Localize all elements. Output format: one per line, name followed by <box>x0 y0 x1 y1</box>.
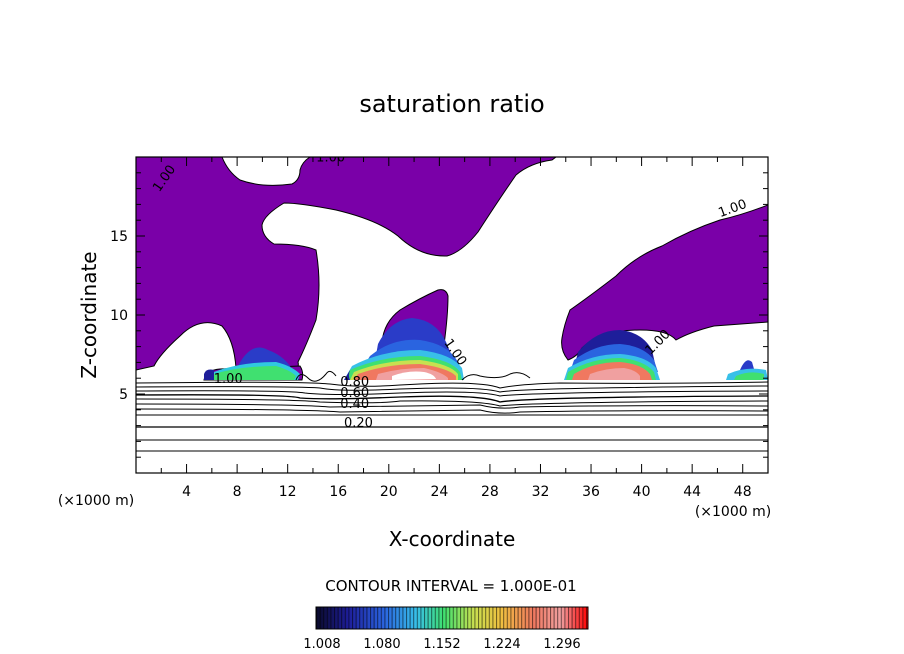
colorbar-stripes <box>316 607 588 629</box>
x-tick-label: 4 <box>182 484 191 500</box>
colorbar: 1.008 1.080 1.152 1.224 1.296 <box>303 606 589 652</box>
chart-title: saturation ratio <box>359 90 544 118</box>
contour-label: 1.00 <box>214 372 243 387</box>
x-tick-label: 12 <box>279 484 297 500</box>
contour-label: 0.60 <box>340 386 369 401</box>
x-tick-label: 28 <box>481 484 499 500</box>
colorbar-ticks: 1.008 1.080 1.152 1.224 1.296 <box>303 637 580 652</box>
colorbar-tick-label: 1.152 <box>423 637 460 652</box>
colorbar-tick-label: 1.008 <box>303 637 340 652</box>
x-tick-label: 24 <box>430 484 448 500</box>
y-axis: 5 10 15 <box>110 172 768 458</box>
contour-label: 0.80 <box>340 375 369 390</box>
x-tick-label: 32 <box>532 484 550 500</box>
plot-area: 1.001.001.001.00 1.001.00 0.800.600.400.20 <box>136 151 768 473</box>
x-unit-left: (×1000 m) <box>58 493 134 509</box>
x-tick-label: 40 <box>633 484 651 500</box>
x-tick-label: 16 <box>329 484 347 500</box>
x-axis: 4 8 12 16 20 24 28 32 36 40 44 48 <box>160 157 752 500</box>
subsaturated-region-right <box>561 204 768 361</box>
y-tick-label: 5 <box>119 387 128 403</box>
x-axis-label: X-coordinate <box>389 527 516 551</box>
y-tick-label: 15 <box>110 229 128 245</box>
y-axis-label: Z-coordinate <box>77 251 101 378</box>
contour-label: 0.20 <box>344 416 373 431</box>
contour-interval-text: CONTOUR INTERVAL = 1.000E-01 <box>325 577 576 595</box>
isolines <box>136 370 768 452</box>
y-tick-label: 10 <box>110 308 128 324</box>
cloud-core-far-right <box>726 360 768 380</box>
cloud-core-left <box>204 347 300 380</box>
contour-label: 1.00 <box>316 151 345 166</box>
x-tick-label: 44 <box>683 484 701 500</box>
colorbar-tick-label: 1.224 <box>483 637 520 652</box>
x-tick-label: 8 <box>233 484 242 500</box>
colorbar-tick-label: 1.296 <box>543 637 580 652</box>
x-tick-label: 48 <box>734 484 752 500</box>
cloud-core-center <box>344 318 464 380</box>
cloud-core-right <box>564 330 660 380</box>
colorbar-tick-label: 1.080 <box>363 637 400 652</box>
x-tick-label: 20 <box>380 484 398 500</box>
x-unit-right: (×1000 m) <box>695 504 771 520</box>
x-tick-label: 36 <box>582 484 600 500</box>
contour-label: 0.40 <box>340 397 369 412</box>
